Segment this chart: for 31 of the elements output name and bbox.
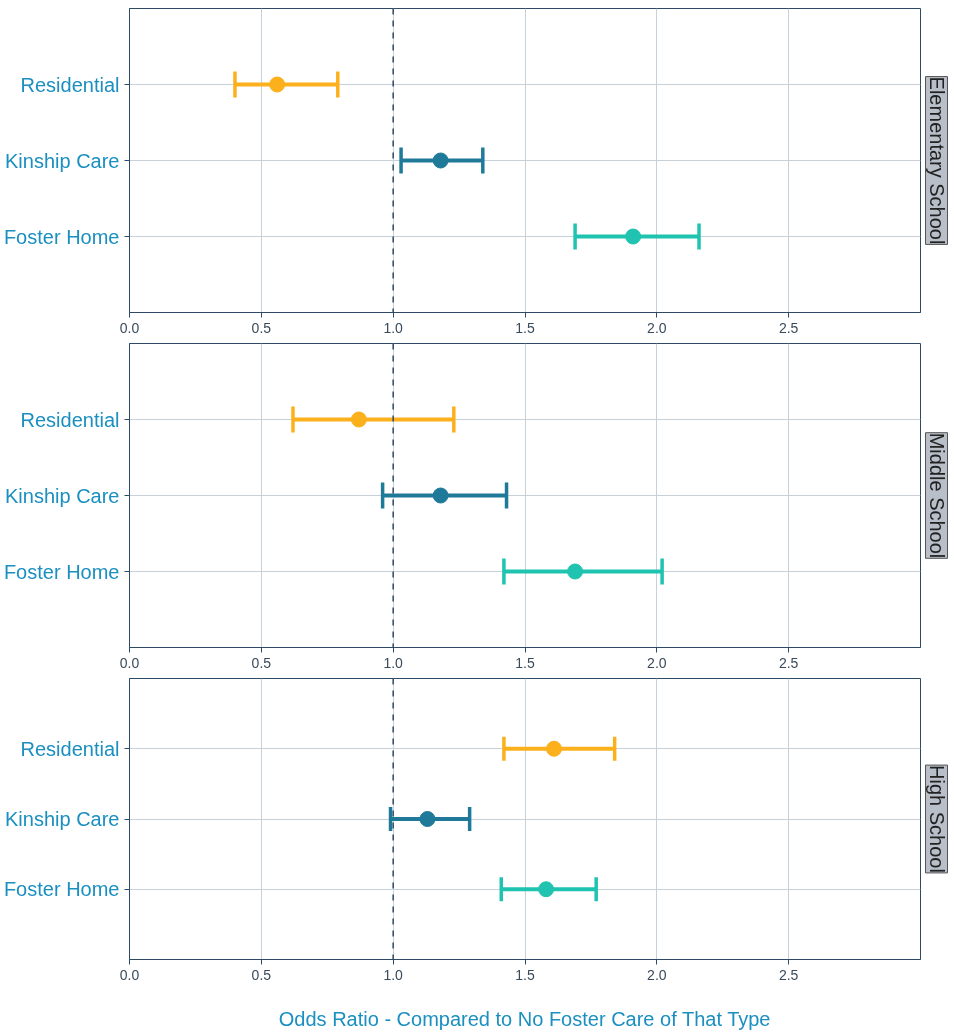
y-tick-label: Residential bbox=[20, 737, 120, 760]
x-tick-label: 0.0 bbox=[119, 319, 140, 336]
x-tick-label: 2.5 bbox=[778, 966, 799, 983]
x-tick-label: 0.0 bbox=[119, 654, 140, 671]
text: Elementary School bbox=[925, 76, 948, 245]
x-axis-title: Odds Ratio - Compared to No Foster Care of That Type bbox=[278, 1007, 771, 1030]
x-tick-label: 1.5 bbox=[515, 654, 535, 671]
x-tick-label: 2.5 bbox=[778, 654, 799, 671]
text: Middle School bbox=[925, 432, 948, 559]
x-tick-label: 0.5 bbox=[251, 966, 272, 983]
y-tick-label: Kinship Care bbox=[5, 808, 120, 830]
x-tick-label: 2.5 bbox=[778, 319, 799, 336]
y-tick-label: Foster Home bbox=[3, 878, 120, 901]
x-tick-label: 2.0 bbox=[647, 319, 667, 336]
y-tick-label: Kinship Care bbox=[5, 149, 120, 172]
x-tick-label: 1.0 bbox=[383, 654, 404, 671]
y-tick-label: Kinship Care bbox=[5, 484, 120, 507]
x-tick-label: 2.0 bbox=[647, 654, 667, 671]
y-tick-label: Foster Home bbox=[3, 560, 120, 583]
x-tick-label: 0.5 bbox=[251, 319, 272, 336]
y-tick-label: Residential bbox=[20, 73, 120, 96]
x-tick-label: 1.5 bbox=[515, 966, 535, 983]
x-tick-label: 1.0 bbox=[383, 319, 404, 336]
y-tick-label: Residential bbox=[20, 408, 120, 431]
y-tick-label: Foster Home bbox=[3, 225, 120, 248]
x-tick-label: 0.5 bbox=[251, 654, 272, 671]
x-tick-label: 0.0 bbox=[119, 966, 140, 983]
x-tick-label: 2.0 bbox=[647, 966, 667, 983]
x-tick-label: 1.0 bbox=[383, 966, 404, 983]
text: High School bbox=[925, 765, 948, 873]
x-tick-label: 1.5 bbox=[515, 319, 535, 336]
